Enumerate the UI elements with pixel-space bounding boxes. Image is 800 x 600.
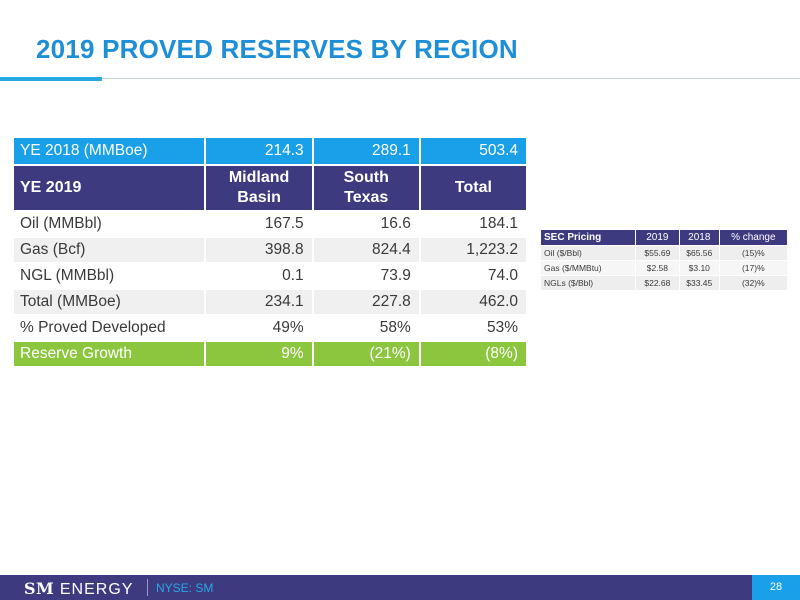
cell-2018: $33.45 bbox=[678, 275, 720, 291]
cell-2019: $2.58 bbox=[634, 260, 680, 276]
cell-change: (17)% bbox=[718, 260, 789, 276]
row-label: Oil (MMBbl) bbox=[11, 210, 207, 238]
cell-2018: $65.56 bbox=[678, 245, 720, 261]
footer-divider bbox=[147, 579, 148, 596]
cell-total: 74.0 bbox=[418, 262, 529, 290]
sec-header-row: SEC Pricing 2019 2018 % change bbox=[540, 229, 789, 246]
cell-midland: 398.8 bbox=[204, 236, 314, 264]
cell-2019: $55.69 bbox=[634, 245, 680, 261]
sec-header-2019: 2019 bbox=[634, 229, 680, 246]
cell-south-texas: 227.8 bbox=[311, 288, 421, 316]
row-label: YE 2018 (MMBoe) bbox=[11, 136, 207, 166]
cell-midland: 9% bbox=[204, 340, 314, 368]
sec-header-change: % change bbox=[718, 229, 789, 246]
table-row: Total (MMBoe) 234.1 227.8 462.0 bbox=[11, 288, 529, 316]
table-row: NGL (MMBbl) 0.1 73.9 74.0 bbox=[11, 262, 529, 290]
cell-2018: $3.10 bbox=[678, 260, 720, 276]
ticker-symbol: NYSE: SM bbox=[156, 581, 214, 595]
table-row: NGLs ($/Bbl) $22.68 $33.45 (32)% bbox=[540, 275, 789, 291]
page-number: 28 bbox=[769, 581, 783, 593]
cell-south-texas: 73.9 bbox=[311, 262, 421, 290]
cell-midland: 214.3 bbox=[204, 136, 314, 166]
cell-south-texas: 824.4 bbox=[311, 236, 421, 264]
row-label: Oil ($/Bbl) bbox=[540, 245, 636, 261]
cell-total: 462.0 bbox=[418, 288, 529, 316]
cell-south-texas: 16.6 bbox=[311, 210, 421, 238]
reserves-table: YE 2018 (MMBoe) 214.3 289.1 503.4 YE 201… bbox=[11, 136, 529, 368]
column-header-south-texas: South Texas bbox=[311, 164, 421, 212]
cell-change: (32)% bbox=[718, 275, 789, 291]
page-title: 2019 PROVED RESERVES BY REGION bbox=[36, 34, 518, 64]
column-header-total: Total bbox=[418, 164, 529, 212]
cell-midland: 167.5 bbox=[204, 210, 314, 238]
row-label: Total (MMBoe) bbox=[11, 288, 207, 316]
cell-south-texas: 289.1 bbox=[311, 136, 421, 166]
cell-total: 53% bbox=[418, 314, 529, 342]
cell-2019: $22.68 bbox=[634, 275, 680, 291]
table-row: % Proved Developed 49% 58% 53% bbox=[11, 314, 529, 342]
header-label: YE 2019 bbox=[11, 164, 207, 212]
table-row: Oil ($/Bbl) $55.69 $65.56 (15)% bbox=[540, 245, 789, 261]
reserve-growth-row: Reserve Growth 9% (21%) (8%) bbox=[11, 340, 529, 368]
footer-bar: SM ENERGY NYSE: SM 28 bbox=[0, 575, 800, 600]
logo-sm: SM bbox=[24, 579, 55, 598]
cell-change: (15)% bbox=[718, 245, 789, 261]
table-row: Gas (Bcf) 398.8 824.4 1,223.2 bbox=[11, 236, 529, 264]
cell-total: 503.4 bbox=[418, 136, 529, 166]
cell-total: 1,223.2 bbox=[418, 236, 529, 264]
row-label: NGL (MMBbl) bbox=[11, 262, 207, 290]
cell-south-texas: (21%) bbox=[311, 340, 421, 368]
company-logo: SM ENERGY bbox=[24, 579, 133, 599]
title-accent-bar bbox=[0, 77, 102, 81]
ye2018-row: YE 2018 (MMBoe) 214.3 289.1 503.4 bbox=[11, 136, 529, 166]
row-label: % Proved Developed bbox=[11, 314, 207, 342]
cell-midland: 234.1 bbox=[204, 288, 314, 316]
table-row: Gas ($/MMBtu) $2.58 $3.10 (17)% bbox=[540, 260, 789, 276]
row-label: Gas ($/MMBtu) bbox=[540, 260, 636, 276]
sec-pricing-table: SEC Pricing 2019 2018 % change Oil ($/Bb… bbox=[540, 229, 789, 291]
title-divider bbox=[0, 78, 800, 79]
cell-total: 184.1 bbox=[418, 210, 529, 238]
cell-south-texas: 58% bbox=[311, 314, 421, 342]
sec-header-label: SEC Pricing bbox=[540, 229, 636, 246]
row-label: Reserve Growth bbox=[11, 340, 207, 368]
sec-header-2018: 2018 bbox=[678, 229, 720, 246]
cell-total: (8%) bbox=[418, 340, 529, 368]
column-header-midland: Midland Basin bbox=[204, 164, 314, 212]
logo-energy: ENERGY bbox=[59, 581, 134, 598]
cell-midland: 49% bbox=[204, 314, 314, 342]
page-number-box: 28 bbox=[752, 575, 800, 600]
cell-midland: 0.1 bbox=[204, 262, 314, 290]
table-header-row: YE 2019 Midland Basin South Texas Total bbox=[11, 164, 529, 212]
row-label: NGLs ($/Bbl) bbox=[540, 275, 636, 291]
table-row: Oil (MMBbl) 167.5 16.6 184.1 bbox=[11, 210, 529, 238]
row-label: Gas (Bcf) bbox=[11, 236, 207, 264]
